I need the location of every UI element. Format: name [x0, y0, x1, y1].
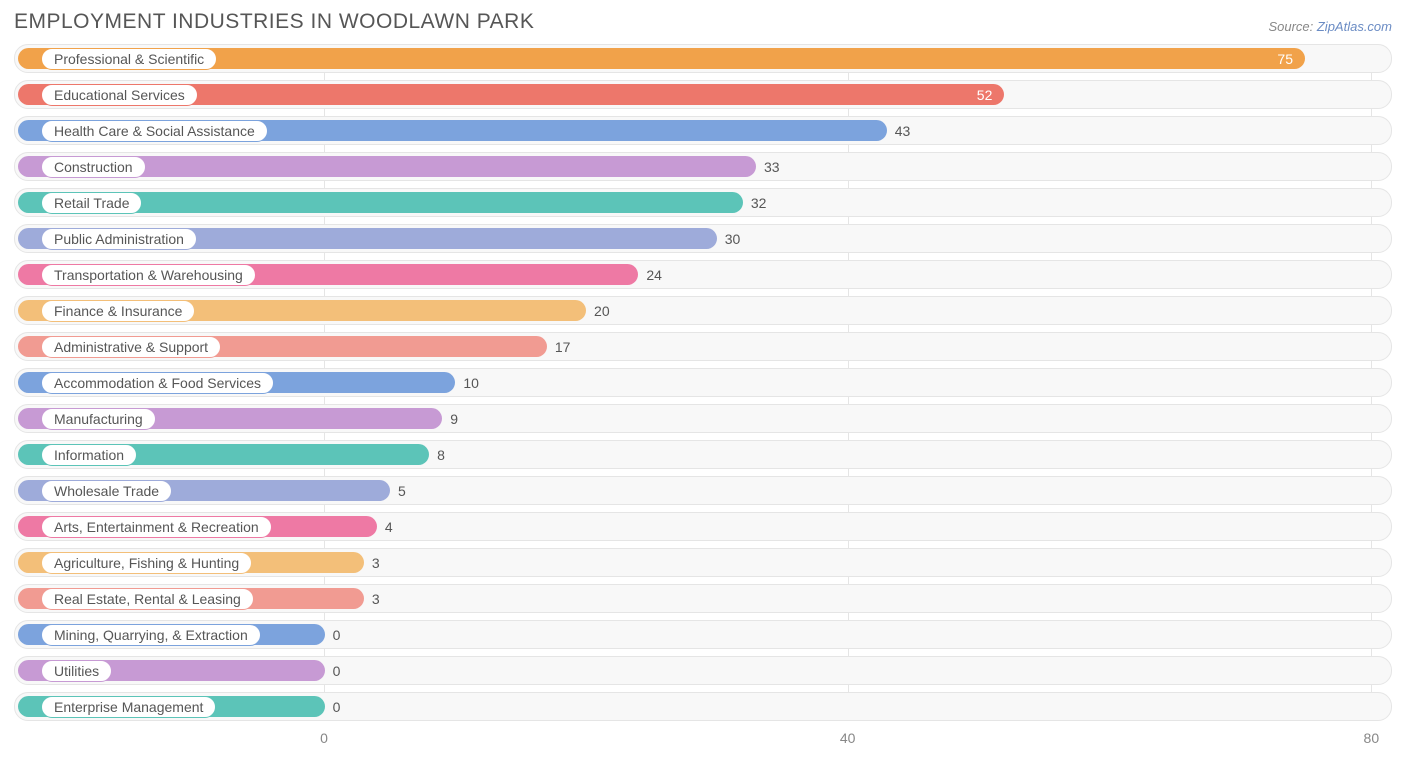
- bar-label-pill: Health Care & Social Assistance: [41, 120, 268, 142]
- bar-label-pill: Transportation & Warehousing: [41, 264, 256, 286]
- bar-value: 43: [895, 123, 911, 139]
- bar-row: Information 8: [14, 440, 1392, 469]
- bar-row: Retail Trade 32: [14, 188, 1392, 217]
- x-tick-label: 40: [840, 730, 856, 746]
- bar-label-pill: Manufacturing: [41, 408, 156, 430]
- bar-label-pill: Retail Trade: [41, 192, 142, 214]
- bar-value: 3: [372, 555, 380, 571]
- bar-row: Finance & Insurance 20: [14, 296, 1392, 325]
- bar-value: 10: [463, 375, 479, 391]
- bar-row: Public Administration 30: [14, 224, 1392, 253]
- bar-row: Agriculture, Fishing & Hunting 3: [14, 548, 1392, 577]
- bar-value: 8: [437, 447, 445, 463]
- bar-value: 20: [594, 303, 610, 319]
- bar-label-pill: Utilities: [41, 660, 112, 682]
- x-tick-label: 80: [1364, 730, 1380, 746]
- bar-row: Arts, Entertainment & Recreation 4: [14, 512, 1392, 541]
- x-tick-label: 0: [320, 730, 328, 746]
- bar-label-pill: Enterprise Management: [41, 696, 216, 718]
- bar-row: Educational Services 52: [14, 80, 1392, 109]
- chart-container: Professional & Scientific 75 Educational S…: [14, 44, 1392, 752]
- bar-row: Utilities 0: [14, 656, 1392, 685]
- bar-row: Real Estate, Rental & Leasing 3: [14, 584, 1392, 613]
- bar-label-pill: Arts, Entertainment & Recreation: [41, 516, 272, 538]
- bar-label-pill: Administrative & Support: [41, 336, 221, 358]
- plot-area: Professional & Scientific 75 Educational S…: [14, 44, 1392, 721]
- bar-value: 0: [333, 663, 341, 679]
- bar-label-pill: Public Administration: [41, 228, 197, 250]
- bar-row: Enterprise Management 0: [14, 692, 1392, 721]
- bar-value: 9: [450, 411, 458, 427]
- bar-row: Health Care & Social Assistance 43: [14, 116, 1392, 145]
- bar-label-pill: Construction: [41, 156, 146, 178]
- bar-value: 24: [646, 267, 662, 283]
- bar-value: 3: [372, 591, 380, 607]
- source-link[interactable]: ZipAtlas.com: [1317, 19, 1392, 34]
- bar-row: Mining, Quarrying, & Extraction 0: [14, 620, 1392, 649]
- chart-header: EMPLOYMENT INDUSTRIES IN WOODLAWN PARK S…: [14, 10, 1392, 34]
- bar-value: 75: [1277, 51, 1293, 67]
- bars-group: Professional & Scientific 75 Educational S…: [14, 44, 1392, 721]
- bar-value: 32: [751, 195, 767, 211]
- bar-value: 33: [764, 159, 780, 175]
- bar-value: 17: [555, 339, 571, 355]
- bar-label-pill: Accommodation & Food Services: [41, 372, 274, 394]
- bar-value: 52: [977, 87, 993, 103]
- bar-label-pill: Information: [41, 444, 137, 466]
- bar-row: Manufacturing 9: [14, 404, 1392, 433]
- bar-label-pill: Educational Services: [41, 84, 198, 106]
- bar-row: Construction 33: [14, 152, 1392, 181]
- bar-row: Accommodation & Food Services 10: [14, 368, 1392, 397]
- source-prefix: Source:: [1268, 19, 1316, 34]
- bar-value: 0: [333, 627, 341, 643]
- bar-label-pill: Finance & Insurance: [41, 300, 195, 322]
- bar-label-pill: Wholesale Trade: [41, 480, 172, 502]
- bar-value: 4: [385, 519, 393, 535]
- bar-value: 0: [333, 699, 341, 715]
- bar-row: Wholesale Trade 5: [14, 476, 1392, 505]
- chart-title: EMPLOYMENT INDUSTRIES IN WOODLAWN PARK: [14, 10, 534, 34]
- source-attribution: Source: ZipAtlas.com: [1268, 19, 1392, 34]
- bar-value: 5: [398, 483, 406, 499]
- bar-label-pill: Agriculture, Fishing & Hunting: [41, 552, 252, 574]
- bar-row: Administrative & Support 17: [14, 332, 1392, 361]
- bar-label-pill: Real Estate, Rental & Leasing: [41, 588, 254, 610]
- bar-row: Transportation & Warehousing 24: [14, 260, 1392, 289]
- bar-value: 30: [725, 231, 741, 247]
- bar-row: Professional & Scientific 75: [14, 44, 1392, 73]
- bar-label-pill: Mining, Quarrying, & Extraction: [41, 624, 261, 646]
- bar-label-pill: Professional & Scientific: [41, 48, 217, 70]
- x-axis: 0 40 80: [14, 728, 1392, 752]
